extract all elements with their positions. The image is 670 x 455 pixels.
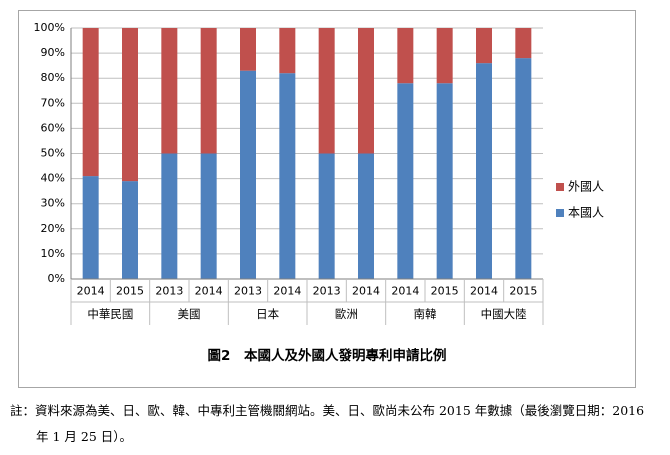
bar-domestic	[397, 83, 414, 279]
bar-domestic	[318, 153, 335, 279]
stacked-bar-chart: 0% 10% 20% 30% 40% 50% 60% 70% 80% 90% 100% 2014 201…	[34, 21, 604, 364]
bar-foreign	[358, 28, 374, 154]
x-group-label: 中國大陸	[481, 307, 527, 321]
chart-title: 圖2 本國人及外國人發明專利申請比例	[208, 347, 447, 364]
bar-foreign	[318, 28, 335, 154]
bar-domestic	[515, 58, 532, 280]
bar-domestic	[240, 70, 256, 279]
bar-domestic	[436, 83, 453, 279]
x-group-label: 中華民國	[87, 307, 133, 321]
bar-foreign	[515, 28, 532, 59]
bar-foreign	[82, 28, 99, 177]
y-tick-label: 60%	[41, 121, 65, 134]
y-tick-label: 10%	[41, 247, 65, 260]
footnote: 註：資料來源為美、日、歐、韓、中專利主管機關網站。美、日、歐尚未公布 2015 …	[10, 398, 660, 450]
bar-foreign	[476, 28, 492, 64]
y-tick-label: 30%	[41, 197, 65, 210]
bar-foreign	[161, 28, 178, 154]
bar-domestic	[358, 153, 374, 279]
x-tick-label-year: 2014	[273, 285, 301, 298]
y-tick-label: 20%	[41, 222, 65, 235]
x-tick-label-year: 2014	[195, 285, 223, 298]
bar-foreign	[436, 28, 453, 84]
x-tick-label-year: 2013	[234, 285, 262, 298]
bar-domestic	[476, 63, 492, 279]
bar-domestic	[122, 181, 138, 279]
chart-frame: 0% 10% 20% 30% 40% 50% 60% 70% 80% 90% 100% 2014 201…	[18, 10, 636, 388]
y-tick-label: 40%	[41, 172, 65, 185]
y-tick-label: 90%	[41, 46, 65, 59]
bar-domestic	[279, 73, 296, 280]
x-tick-label-year: 2014	[77, 285, 105, 298]
x-tick-label-year: 2014	[470, 285, 498, 298]
x-group-label: 美國	[178, 307, 201, 321]
bar-domestic	[82, 176, 99, 279]
x-tick-label-year: 2013	[313, 285, 341, 298]
x-tick-label-year: 2015	[431, 285, 459, 298]
footnote-line-2: 年 1 月 25 日）。	[36, 429, 133, 444]
footnote-line-1: 註：資料來源為美、日、歐、韓、中專利主管機關網站。美、日、歐尚未公布 2015 …	[10, 403, 645, 418]
bar-foreign	[122, 28, 138, 182]
y-tick-label: 70%	[41, 96, 65, 109]
bar-domestic	[200, 153, 217, 279]
legend-label: 外國人	[568, 180, 604, 194]
bar-foreign	[200, 28, 217, 154]
x-tick-label-year: 2014	[391, 285, 419, 298]
bar-domestic	[161, 153, 178, 279]
x-tick-label-year: 2014	[352, 285, 380, 298]
y-tick-label: 80%	[41, 71, 65, 84]
bar-foreign	[279, 28, 296, 74]
x-tick-label-year: 2015	[116, 285, 144, 298]
y-tick-label: 100%	[34, 21, 65, 34]
legend-swatch	[556, 183, 564, 191]
legend-label: 本國人	[568, 206, 604, 220]
x-group-label: 日本	[256, 307, 279, 321]
bar-foreign	[397, 28, 414, 84]
legend-swatch	[556, 209, 564, 217]
x-group-label: 歐洲	[335, 307, 358, 321]
x-tick-label-year: 2015	[509, 285, 537, 298]
y-tick-label: 50%	[41, 147, 65, 160]
x-group-label: 南韓	[414, 307, 437, 321]
bar-foreign	[240, 28, 256, 71]
x-tick-label-year: 2013	[155, 285, 183, 298]
y-tick-label: 0%	[48, 272, 65, 285]
